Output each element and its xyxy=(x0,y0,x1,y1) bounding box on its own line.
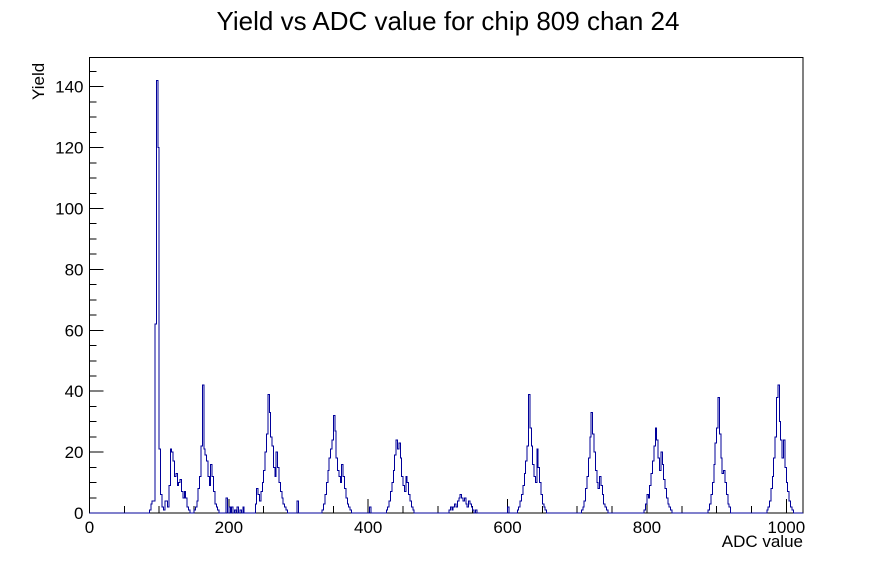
x-axis-tick-labels: 0 200 400 600 800 1000 xyxy=(85,518,805,537)
plot-frame xyxy=(89,57,804,514)
y-tick-label: 80 xyxy=(65,260,84,279)
y-tick-label: 100 xyxy=(55,200,83,219)
x-axis-title: ADC value xyxy=(722,532,803,551)
y-tick-label: 60 xyxy=(65,321,84,340)
y-axis-tick-labels: 0 20 40 60 80 100 120 140 xyxy=(55,78,83,523)
histogram-series xyxy=(89,80,803,514)
y-tick-label: 0 xyxy=(74,504,83,523)
y-tick-label: 120 xyxy=(55,139,83,158)
x-tick-label: 800 xyxy=(633,518,661,537)
x-tick-label: 0 xyxy=(85,518,94,537)
x-tick-label: 200 xyxy=(215,518,243,537)
x-tick-label: 600 xyxy=(493,518,521,537)
y-axis-title: Yield xyxy=(29,63,48,100)
chart-title: Yield vs ADC value for chip 809 chan 24 xyxy=(217,6,680,36)
y-tick-label: 40 xyxy=(65,382,84,401)
x-tick-label: 1000 xyxy=(767,518,805,537)
y-tick-label: 140 xyxy=(55,78,83,97)
y-axis-ticks xyxy=(89,71,104,514)
y-tick-label: 20 xyxy=(65,443,84,462)
x-tick-label: 400 xyxy=(354,518,382,537)
